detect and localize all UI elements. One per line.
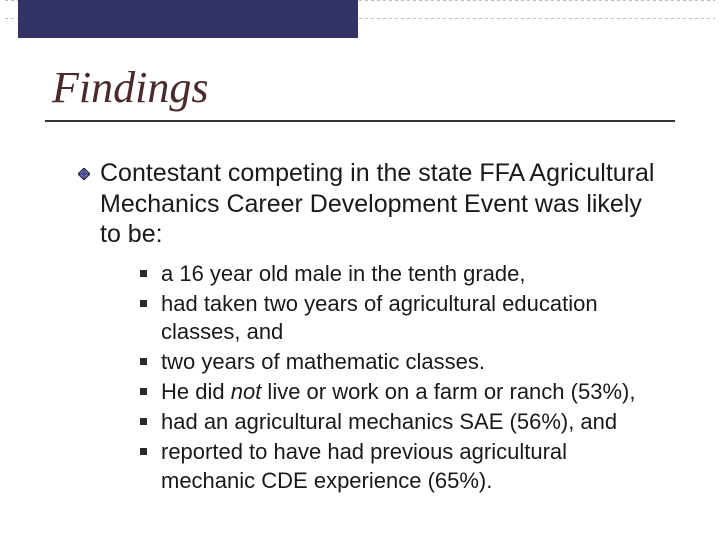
square-bullet-icon <box>140 270 147 277</box>
sub-bullet-text: had taken two years of agricultural educ… <box>161 290 665 346</box>
accent-bar <box>18 0 358 38</box>
diamond-bullet-icon <box>78 168 90 180</box>
sub-bullet-list: a 16 year old male in the tenth grade,ha… <box>140 260 665 495</box>
title-underline <box>45 120 675 122</box>
sub-bullet-text: a 16 year old male in the tenth grade, <box>161 260 525 288</box>
square-bullet-icon <box>140 358 147 365</box>
main-bullet-text: Contestant competing in the state FFA Ag… <box>100 158 665 250</box>
sub-bullet-item: reported to have had previous agricultur… <box>140 438 665 494</box>
sub-bullet-text: reported to have had previous agricultur… <box>161 438 665 494</box>
sub-bullet-text: two years of mathematic classes. <box>161 348 485 376</box>
sub-bullet-text: He did not live or work on a farm or ran… <box>161 378 635 406</box>
square-bullet-icon <box>140 388 147 395</box>
sub-bullet-item: two years of mathematic classes. <box>140 348 665 376</box>
sub-bullet-item: a 16 year old male in the tenth grade, <box>140 260 665 288</box>
sub-bullet-text: had an agricultural mechanics SAE (56%),… <box>161 408 617 436</box>
slide-title: Findings <box>52 62 208 113</box>
sub-bullet-item: had taken two years of agricultural educ… <box>140 290 665 346</box>
sub-bullet-item: He did not live or work on a farm or ran… <box>140 378 665 406</box>
sub-bullet-item: had an agricultural mechanics SAE (56%),… <box>140 408 665 436</box>
square-bullet-icon <box>140 418 147 425</box>
main-bullet-item: Contestant competing in the state FFA Ag… <box>78 158 665 250</box>
square-bullet-icon <box>140 300 147 307</box>
slide-content: Contestant competing in the state FFA Ag… <box>78 158 665 497</box>
square-bullet-icon <box>140 448 147 455</box>
